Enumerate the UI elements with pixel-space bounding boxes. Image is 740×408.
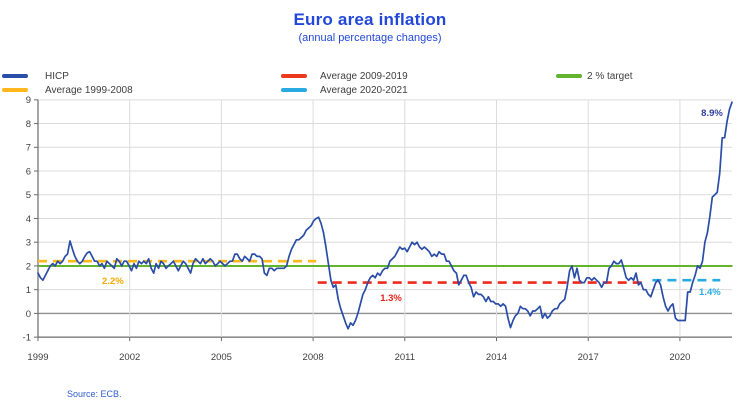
legend-item-avg-2009-2019: Average 2009-2019 <box>281 70 408 82</box>
x-tick-label: 2014 <box>486 352 507 363</box>
y-tick-label: 9 <box>26 95 31 106</box>
legend-swatch-2pct-target <box>556 74 582 78</box>
x-tick-label: 2011 <box>395 352 415 363</box>
legend-label-avg-2009-2019: Average 2009-2019 <box>320 70 408 82</box>
chart-annotation: 8.9% <box>701 108 723 119</box>
y-tick-label: 5 <box>26 190 31 201</box>
legend-label-hicp: HICP <box>45 70 69 82</box>
source-note: Source: ECB. <box>67 389 122 399</box>
chart-title: Euro area inflation <box>293 10 447 29</box>
legend-item-hicp: HICP <box>2 70 69 82</box>
chart-annotation: 1.4% <box>699 287 721 298</box>
x-tick-label: 2008 <box>303 352 324 363</box>
y-tick-label: 4 <box>26 214 31 225</box>
legend-label-2pct-target: 2 % target <box>587 70 633 82</box>
legend-swatch-avg-2009-2019 <box>281 74 307 78</box>
hicp-line <box>37 101 733 330</box>
chart-subtitle: (annual percentage changes) <box>298 32 442 44</box>
x-tick-label: 1999 <box>27 352 48 363</box>
y-tick-label: 1 <box>26 285 31 296</box>
legend-swatch-avg-1999-2008 <box>2 88 28 92</box>
y-tick-label: 0 <box>26 309 31 320</box>
legend-swatch-hicp <box>2 74 28 78</box>
y-tick-label: -1 <box>23 333 31 344</box>
legend-item-2pct-target: 2 % target <box>556 70 633 82</box>
x-tick-label: 2002 <box>119 352 140 363</box>
legend-label-avg-2020-2021: Average 2020-2021 <box>320 84 408 96</box>
legend-item-avg-2020-2021: Average 2020-2021 <box>281 84 408 96</box>
y-tick-label: 3 <box>26 238 31 249</box>
y-tick-label: 2 <box>26 261 31 272</box>
x-tick-label: 2017 <box>578 352 599 363</box>
legend-swatch-avg-2020-2021 <box>281 88 307 92</box>
x-tick-label: 2005 <box>211 352 232 363</box>
y-tick-label: 8 <box>26 119 31 130</box>
y-tick-label: 6 <box>26 166 31 177</box>
legend-label-avg-1999-2008: Average 1999-2008 <box>45 84 133 96</box>
y-tick-label: 7 <box>26 143 31 154</box>
chart-annotation: 2.2% <box>102 276 124 287</box>
x-tick-label: 2020 <box>669 352 690 363</box>
chart-annotation: 1.3% <box>380 293 402 304</box>
legend-item-avg-1999-2008: Average 1999-2008 <box>2 84 133 96</box>
